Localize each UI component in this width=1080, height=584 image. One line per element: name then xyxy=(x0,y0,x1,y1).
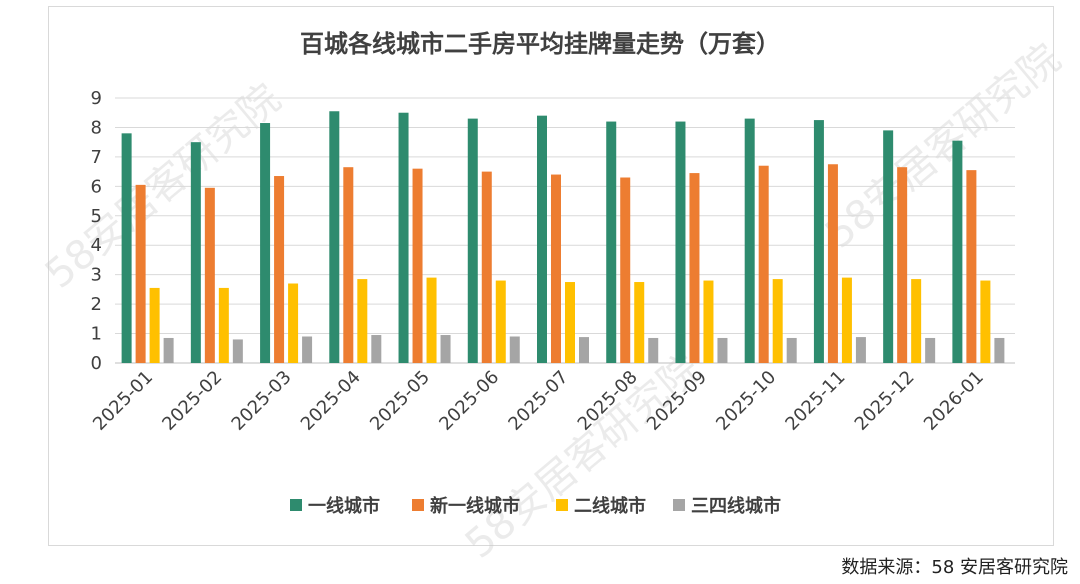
bar xyxy=(994,337,1005,363)
legend-label: 二线城市 xyxy=(574,495,646,517)
bar xyxy=(218,287,229,363)
bar xyxy=(495,280,506,363)
bar xyxy=(911,279,922,363)
bar xyxy=(855,337,866,363)
legend-label: 一线城市 xyxy=(308,495,380,517)
legend-swatch xyxy=(556,499,568,511)
bar xyxy=(980,280,991,363)
x-tick-label: 2026-01 xyxy=(920,367,988,435)
bar xyxy=(288,283,299,363)
bar xyxy=(883,130,894,363)
bar xyxy=(744,118,755,363)
x-tick-label: 2025-11 xyxy=(781,367,849,435)
y-tick-label: 2 xyxy=(91,294,102,315)
bar xyxy=(274,176,285,363)
bar xyxy=(412,168,423,363)
bar xyxy=(481,171,492,363)
bar xyxy=(786,337,797,363)
y-axis-ticks: 0 1 2 3 4 5 6 7 8 9 xyxy=(91,88,102,374)
bar xyxy=(579,337,589,363)
bar xyxy=(232,339,243,363)
chart-title: 百城各线城市二手房平均挂牌量走势（万套） xyxy=(300,30,780,58)
bar xyxy=(952,140,963,363)
bar xyxy=(966,170,977,363)
x-tick-label: 2025-01 xyxy=(89,367,157,435)
bar xyxy=(813,120,824,363)
x-tick-label: 2025-04 xyxy=(297,367,365,435)
bar xyxy=(149,287,160,363)
y-tick-label: 4 xyxy=(91,235,102,256)
bar xyxy=(343,167,354,363)
bar xyxy=(620,177,631,363)
bar xyxy=(925,337,936,363)
x-tick-label: 2025-06 xyxy=(435,367,503,435)
legend-label: 三四线城市 xyxy=(691,495,781,517)
bar xyxy=(509,336,520,363)
legend-swatch xyxy=(673,499,685,511)
bar xyxy=(163,337,174,363)
bar xyxy=(440,335,451,363)
y-tick-label: 8 xyxy=(91,117,102,138)
bar xyxy=(260,123,271,364)
bar xyxy=(426,277,437,363)
bar xyxy=(648,337,659,363)
x-tick-label: 2025-12 xyxy=(851,367,919,435)
bar xyxy=(204,187,215,363)
bar xyxy=(758,165,769,363)
bar xyxy=(135,184,146,363)
x-tick-label: 2025-05 xyxy=(366,367,434,435)
legend: 一线城市 新一线城市 二线城市 三四线城市 xyxy=(290,495,781,517)
legend-label: 新一线城市 xyxy=(430,495,520,517)
bar xyxy=(634,282,645,363)
bar xyxy=(606,121,617,363)
y-tick-label: 6 xyxy=(91,176,102,197)
bar xyxy=(537,115,547,364)
bars xyxy=(121,111,1005,364)
bar xyxy=(897,167,908,363)
x-tick-label: 2025-10 xyxy=(712,367,780,435)
y-tick-label: 0 xyxy=(91,353,102,374)
bar xyxy=(827,164,838,363)
y-tick-label: 3 xyxy=(91,265,102,286)
bar xyxy=(371,335,382,363)
y-tick-label: 1 xyxy=(91,324,102,345)
bar xyxy=(302,336,313,363)
x-axis-ticks: 2025-01 2025-02 2025-03 2025-04 2025-05 2025-… xyxy=(89,367,988,435)
x-tick-label: 2025-03 xyxy=(228,367,296,435)
x-tick-label: 2025-02 xyxy=(158,367,226,435)
y-tick-label: 9 xyxy=(91,88,102,109)
x-tick-label: 2025-07 xyxy=(504,367,572,435)
bar xyxy=(772,279,783,363)
watermark-text: 58安居客研究院 xyxy=(817,35,1069,257)
bar xyxy=(190,142,201,363)
y-tick-label: 5 xyxy=(91,206,102,227)
bar xyxy=(717,337,728,363)
legend-swatch xyxy=(290,499,302,511)
bar xyxy=(689,173,700,363)
bar xyxy=(841,277,852,363)
source-note: 数据来源：58 安居客研究院 xyxy=(841,557,1068,578)
legend-swatch xyxy=(412,499,424,511)
bar xyxy=(357,279,368,363)
bar xyxy=(551,174,561,363)
bar xyxy=(703,280,714,363)
bar xyxy=(398,112,409,363)
y-tick-label: 7 xyxy=(91,147,102,168)
bar xyxy=(565,282,575,363)
bar xyxy=(675,121,686,363)
bar xyxy=(329,111,340,363)
bar xyxy=(467,118,478,363)
bar xyxy=(121,133,132,363)
